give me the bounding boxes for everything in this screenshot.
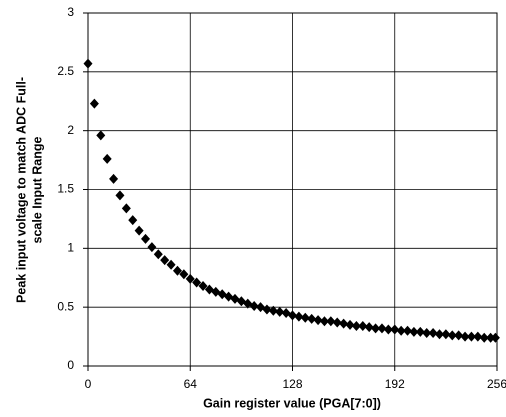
y-tick-label: 0	[67, 358, 74, 372]
point	[89, 98, 99, 109]
point	[115, 190, 125, 201]
point	[364, 322, 374, 333]
y-tick-label: 3	[67, 5, 74, 19]
point	[396, 325, 406, 336]
point	[262, 304, 272, 315]
point	[160, 255, 170, 266]
point	[390, 324, 400, 335]
point	[300, 312, 310, 323]
x-tick-label: 0	[85, 377, 92, 391]
point	[415, 326, 425, 337]
point	[383, 324, 393, 335]
point	[403, 325, 413, 336]
x-tick-label: 256	[487, 377, 506, 391]
point	[319, 316, 329, 327]
point	[102, 153, 112, 164]
point	[141, 233, 151, 244]
point	[441, 329, 451, 340]
x-tick-label: 192	[385, 377, 405, 391]
plot-border	[87, 12, 498, 367]
y-axis-label: scale Input Range	[30, 136, 44, 243]
point	[345, 319, 355, 330]
point	[454, 330, 464, 341]
y-tick-label: 1.5	[57, 182, 74, 196]
point	[249, 300, 259, 311]
point	[339, 318, 349, 329]
point	[313, 315, 323, 326]
point	[198, 280, 208, 291]
point	[479, 332, 489, 343]
point	[172, 265, 182, 276]
point	[275, 306, 285, 317]
point	[409, 326, 419, 337]
point	[147, 242, 157, 253]
point	[428, 328, 438, 339]
point	[268, 305, 278, 316]
point	[134, 225, 144, 236]
point	[128, 215, 138, 226]
x-tick-label: 64	[184, 377, 198, 391]
point	[153, 249, 163, 260]
point	[294, 311, 304, 322]
y-tick-label: 2	[67, 123, 74, 137]
point	[192, 277, 202, 288]
point	[473, 331, 483, 342]
point	[121, 203, 131, 214]
point	[447, 330, 457, 341]
point	[466, 331, 476, 342]
point	[434, 329, 444, 340]
point	[486, 332, 496, 343]
point	[109, 173, 119, 184]
point	[288, 310, 297, 321]
y-tick-label: 1	[67, 241, 74, 255]
point	[460, 331, 470, 342]
point	[358, 320, 368, 331]
y-axis-label: Peak input voltage to match ADC Full-	[14, 77, 28, 303]
point	[185, 273, 195, 284]
point	[326, 316, 336, 327]
point	[166, 259, 176, 270]
point	[332, 317, 342, 328]
point	[351, 320, 361, 331]
x-axis-label: Gain register value (PGA[7:0])	[203, 396, 381, 410]
point	[422, 328, 432, 339]
point	[96, 130, 106, 141]
x-tick-label: 128	[282, 377, 302, 391]
point	[377, 323, 387, 334]
y-tick-label: 2.5	[57, 64, 74, 78]
point	[83, 58, 93, 69]
point	[490, 332, 500, 343]
point	[179, 269, 189, 280]
point	[307, 313, 317, 324]
point	[371, 323, 381, 334]
y-tick-label: 0.5	[57, 299, 74, 313]
